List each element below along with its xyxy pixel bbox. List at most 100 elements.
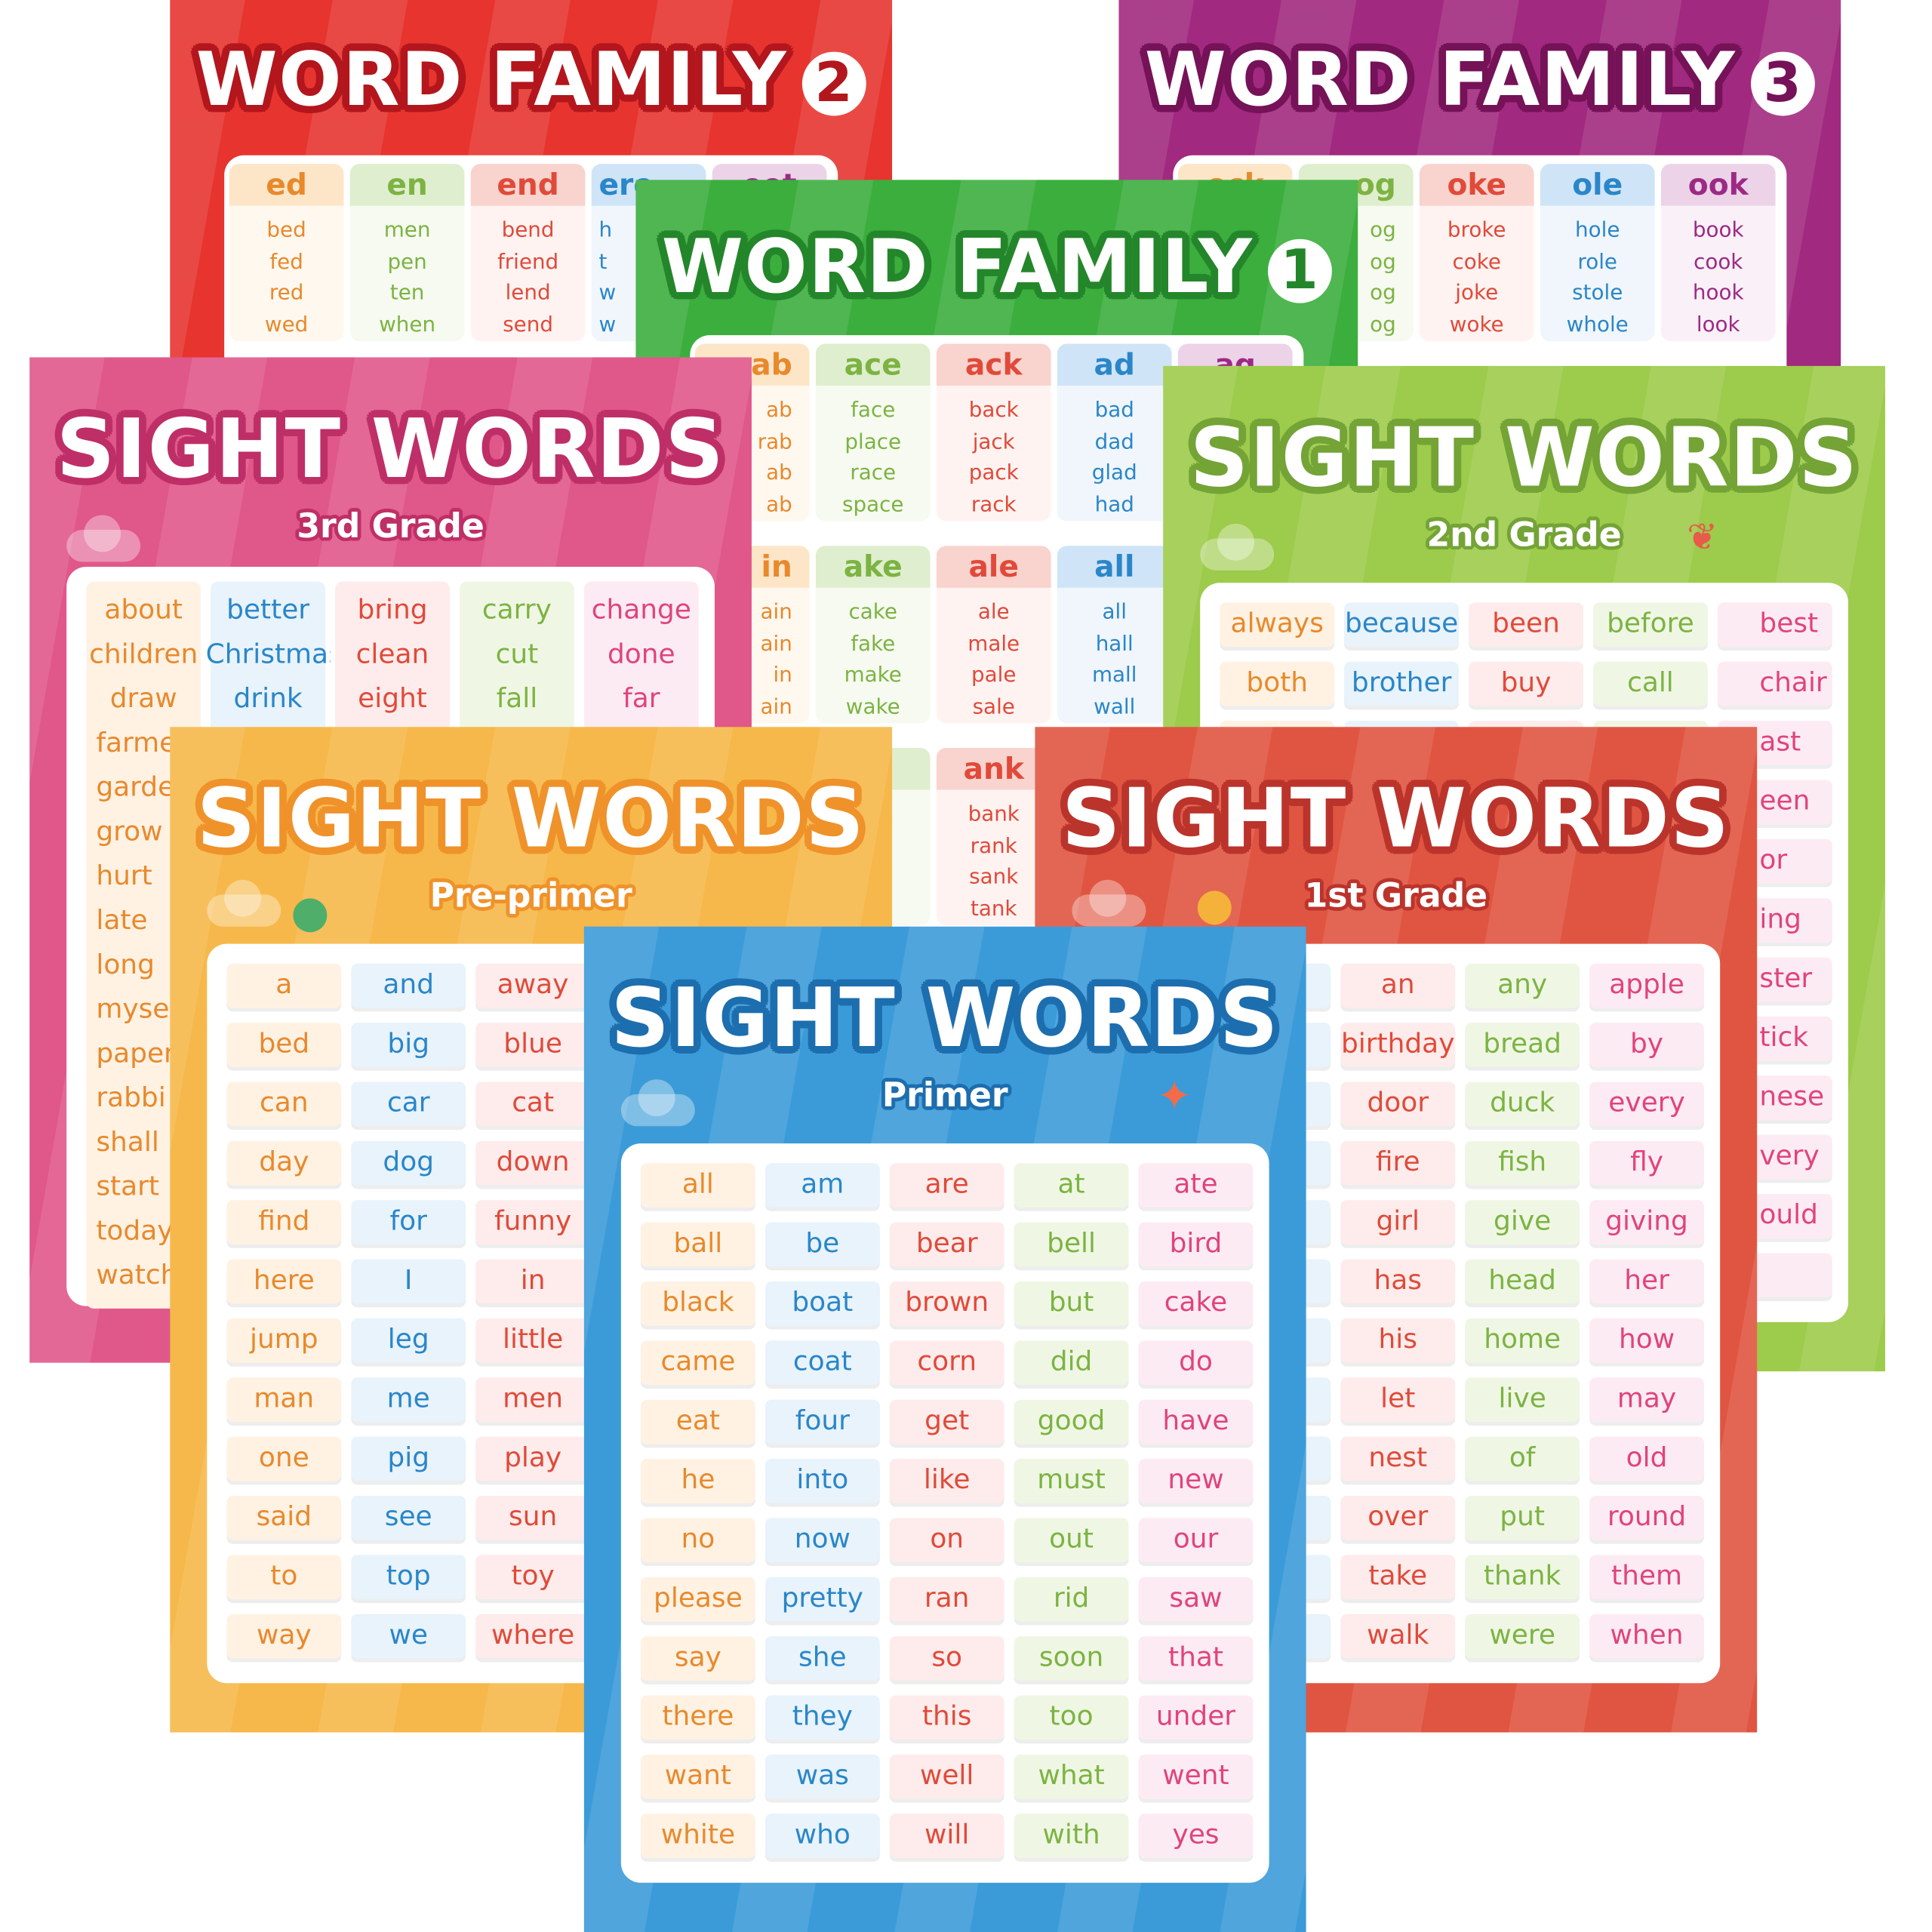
word-family-word: fed (269, 249, 303, 275)
poster-title: WORD FAMILY 3 (1118, 37, 1841, 123)
sight-word-card: was (764, 1754, 880, 1799)
sight-word-card: ran (889, 1577, 1004, 1622)
sight-word-card: well (889, 1754, 1004, 1799)
sight-word-card: bird (1138, 1222, 1254, 1267)
sight-word-card: on (889, 1518, 1004, 1563)
sight-word-card: said (226, 1496, 342, 1540)
word-family-word: tank (970, 896, 1017, 921)
word-family-word: mall (1091, 663, 1137, 688)
sight-word-card: funny (475, 1200, 591, 1244)
word-family-word: ain (760, 631, 792, 657)
cloud-decoration (207, 879, 281, 927)
sight-word-card: white (640, 1814, 755, 1859)
sight-word-card: coat (764, 1340, 880, 1386)
sight-word-card: four (764, 1399, 880, 1444)
sight-word-card: girl (1340, 1200, 1456, 1244)
sight-word-card: black (640, 1281, 755, 1326)
sight-word-card: yes (1138, 1814, 1254, 1859)
sight-word-card: head (1465, 1259, 1580, 1304)
poster-number-badge: 3 (1750, 52, 1815, 117)
sight-word: garde (96, 772, 175, 804)
sight-word-card: any (1465, 963, 1580, 1008)
sight-word-card: see (351, 1496, 466, 1540)
word-family-words: ale male pale sale (937, 588, 1051, 724)
sight-word-card: live (1465, 1377, 1580, 1423)
sight-word-card: must (1014, 1459, 1129, 1503)
sight-word-card: do (1138, 1340, 1254, 1386)
sight-word-card: by (1589, 1023, 1704, 1067)
sight-word-card: to (226, 1555, 342, 1600)
word-family-word: make (844, 663, 902, 688)
word-family-word: ale (977, 600, 1010, 625)
word-family-word: rack (971, 492, 1017, 517)
sight-word-card: what (1014, 1754, 1129, 1799)
word-family-word: og (1370, 217, 1396, 243)
sight-word-card: a (226, 963, 342, 1008)
word-family-header: en (349, 164, 465, 206)
word-family-word: rab (757, 429, 792, 454)
word-family-word: sale (972, 694, 1015, 719)
word-family-column: ook book cook hook look (1660, 164, 1776, 342)
sight-word-card: did (1014, 1340, 1129, 1386)
sight-word-card: brown (889, 1281, 1004, 1326)
sight-word-card: an (1340, 963, 1456, 1008)
sight-word-card: fire (1340, 1140, 1456, 1186)
word-family-column: ank bank rank sank tank (936, 748, 1051, 926)
sight-word: farme (96, 728, 177, 759)
sight-word-card: one (226, 1436, 342, 1481)
poster-number-badge: 2 (801, 52, 866, 117)
word-family-word: wake (845, 694, 900, 719)
word-family-column: ale ale male pale sale (936, 546, 1051, 724)
sight-word: change (591, 595, 691, 626)
sight-word-card: man (226, 1377, 342, 1423)
sight-word-card: new (1138, 1459, 1254, 1503)
sight-word-card: round (1589, 1496, 1704, 1540)
word-family-words: broke coke joke woke (1420, 206, 1534, 342)
sight-word-card: bread (1465, 1023, 1580, 1067)
word-family-word: ab (766, 492, 792, 517)
word-family-word: when (379, 312, 436, 337)
word-family-word: og (1370, 312, 1396, 337)
sight-word-card: our (1138, 1518, 1254, 1563)
poster-title-text: WORD FAMILY (1144, 36, 1737, 124)
word-family-words: back jack pack rack (937, 386, 1051, 521)
sight-word-card: old (1589, 1436, 1704, 1481)
sight-word-card: both (1220, 661, 1335, 706)
poster-title: WORD FAMILY 2 (170, 37, 892, 123)
sight-word-card: no (640, 1518, 755, 1563)
poster-title: SIGHT WORDS (29, 401, 752, 497)
word-family-word: pen (387, 249, 427, 275)
sight-word: cut (495, 639, 539, 671)
word-family-word: stole (1572, 281, 1623, 306)
sight-word-card: came (640, 1340, 755, 1386)
word-family-words: bed fed red wed (229, 206, 344, 342)
word-family-words: book cook hook look (1661, 206, 1776, 342)
word-family-word: w (598, 312, 617, 337)
sight-word-card: give (1465, 1200, 1580, 1244)
sight-word-card: this (889, 1695, 1004, 1740)
word-family-word: male (968, 631, 1020, 657)
sight-word-card: can (226, 1081, 342, 1127)
sight-word-card: of (1465, 1436, 1580, 1481)
sight-word-card: we (351, 1614, 466, 1659)
word-panel: all ball black came eat he no please say there wan… (620, 1143, 1269, 1883)
poster-title: SIGHT WORDS (1035, 771, 1757, 866)
word-family-word: hook (1692, 281, 1744, 306)
sight-word-card: eat (640, 1399, 755, 1444)
sight-word-card: day (226, 1140, 342, 1186)
sight-word-card: best (1717, 602, 1832, 648)
sight-word-card: buy (1469, 661, 1583, 706)
sight-word-card: cat (475, 1081, 591, 1127)
word-family-column: ole hole role stole whole (1540, 164, 1655, 342)
word-family-word: cake (848, 600, 897, 625)
poster-subtitle: 1st Grade (1304, 877, 1488, 916)
sight-word-card: thank (1465, 1555, 1580, 1600)
sight-word-card: big (351, 1023, 466, 1067)
word-family-words: ab rab ab ab (695, 386, 810, 521)
sight-word-card: bed (226, 1023, 342, 1067)
sight-word: draw (109, 684, 177, 715)
sight-word: fall (496, 684, 538, 715)
sight-word-card: tick (1717, 1016, 1832, 1061)
word-family-word: wed (264, 312, 309, 337)
sight-word-card: ate (1138, 1163, 1254, 1208)
